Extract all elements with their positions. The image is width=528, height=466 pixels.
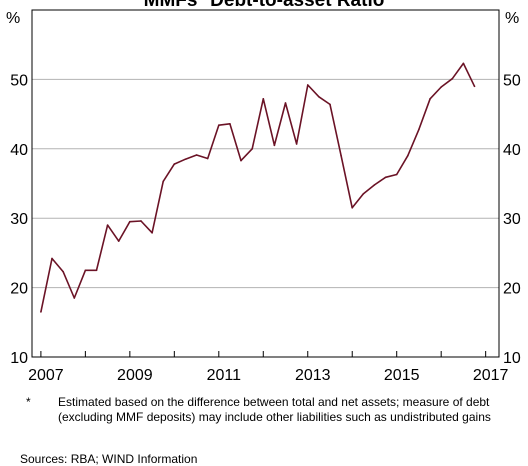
data-point: [329, 103, 331, 106]
y-tick-label-left: 50: [10, 72, 28, 89]
data-point: [318, 95, 320, 98]
data-point: [151, 231, 153, 234]
data-point: [362, 193, 365, 195]
footnote-marker: *: [26, 395, 31, 409]
data-point: [373, 184, 376, 186]
data-point: [40, 311, 42, 313]
x-tick-label: 2009: [117, 367, 153, 384]
data-point: [340, 154, 342, 157]
data-point: [418, 128, 420, 131]
y-tick-label-right: 30: [503, 211, 521, 228]
data-point: [206, 157, 209, 160]
data-point: [195, 154, 198, 156]
y-tick-label-left: 10: [10, 350, 28, 367]
data-point: [473, 85, 476, 88]
data-point: [218, 124, 220, 127]
data-point: [306, 84, 309, 86]
data-point: [84, 269, 87, 272]
y-tick-label-left: 30: [10, 211, 28, 228]
data-point: [284, 102, 287, 104]
axis-ticks: [40, 351, 487, 357]
x-tick-label: 2007: [28, 367, 64, 384]
x-tick-label: 2017: [473, 367, 509, 384]
data-point: [351, 206, 354, 209]
data-point: [407, 154, 409, 157]
data-point: [117, 240, 120, 242]
y-tick-label-right: 10: [503, 350, 521, 367]
axis-labels: 10 10 20 20 30 30 40 40 50 50 2007 2009 2011 2013 2015…: [10, 72, 521, 384]
data-point: [95, 269, 98, 272]
data-point: [295, 143, 298, 145]
y-tick-label-left: 40: [10, 142, 28, 159]
data-point: [62, 270, 64, 273]
y-unit-right: %: [505, 10, 519, 27]
series-line: [40, 62, 476, 313]
data-point: [73, 297, 76, 299]
data-point: [262, 98, 265, 100]
x-tick-label: 2011: [207, 367, 242, 384]
chart-title: MMFs* Debt-to-asset Ratio: [144, 0, 385, 11]
sources: Sources: RBA; WIND Information: [20, 452, 198, 466]
data-point: [451, 77, 454, 80]
footnote-text: Estimated based on the difference betwee…: [58, 395, 491, 424]
x-tick-label: 2013: [295, 367, 331, 384]
y-tick-label-right: 20: [503, 281, 521, 298]
series: [40, 62, 476, 313]
data-point: [162, 180, 165, 183]
data-point: [51, 257, 53, 260]
y-tick-label-right: 40: [503, 142, 521, 159]
y-unit-left: %: [6, 10, 20, 27]
data-point: [106, 224, 109, 226]
data-point: [440, 86, 442, 88]
data-point: [462, 62, 465, 65]
plot-frame: [31, 9, 500, 358]
y-tick-label-left: 20: [10, 281, 28, 298]
data-point: [395, 173, 398, 176]
data-point: [240, 159, 242, 162]
data-point: [273, 144, 276, 147]
data-point: [184, 158, 187, 161]
data-point: [173, 163, 176, 165]
y-tick-label-right: 50: [503, 72, 521, 89]
data-point: [251, 148, 253, 150]
data-point: [140, 220, 142, 222]
data-point: [129, 220, 131, 223]
grid: [32, 78, 499, 289]
data-point: [384, 176, 387, 179]
data-point: [429, 98, 431, 100]
x-tick-label: 2015: [384, 367, 420, 384]
data-point: [229, 123, 231, 125]
